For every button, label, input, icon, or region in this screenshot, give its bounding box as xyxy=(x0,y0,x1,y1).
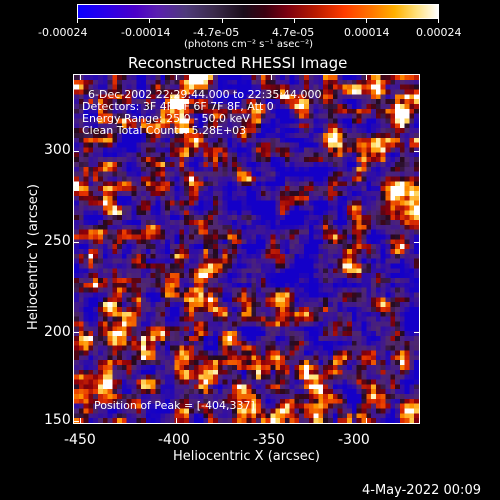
info-detectors: Detectors: 3F 4F 5F 6F 7F 8F, Att 0 xyxy=(82,100,274,113)
footer-date: 4-May-2022 00:09 xyxy=(362,483,481,498)
y-tick-label: 200 xyxy=(44,324,71,340)
colorbar-unit-label: (photons cm⁻² s⁻¹ asec⁻²) xyxy=(184,39,314,50)
y-tick-label: 150 xyxy=(44,412,71,428)
heatmap-image xyxy=(74,75,419,423)
plot-title: Reconstructed RHESSI Image xyxy=(128,54,348,72)
x-tick-label: -400 xyxy=(158,432,190,448)
colorbar xyxy=(77,4,439,19)
colorbar-tick-label: 0.00014 xyxy=(344,26,390,39)
x-tick-label: -450 xyxy=(64,432,96,448)
info-energy: Energy Range: 25.0 - 50.0 keV xyxy=(82,112,250,125)
colorbar-tick-label: -0.00014 xyxy=(121,26,171,39)
x-axis-label: Heliocentric X (arcsec) xyxy=(173,449,320,464)
x-tick-label: -350 xyxy=(253,432,285,448)
colorbar-tick-label: 4.7e-05 xyxy=(272,26,315,39)
colorbar-tick-label: -4.7e-05 xyxy=(193,26,240,39)
x-tick-label: -300 xyxy=(338,432,370,448)
colorbar-tick-label: -0.00024 xyxy=(38,26,88,39)
solar-image-plot: 6-Dec-2002 22:29:44.000 to 22:35:44.000 … xyxy=(73,74,420,424)
colorbar-tick-label: 0.00024 xyxy=(416,26,462,39)
info-time-range: 6-Dec-2002 22:29:44.000 to 22:35:44.000 xyxy=(88,88,322,101)
y-tick-label: 300 xyxy=(44,142,71,158)
info-method: Clean Total Counts: 5.28E+03 xyxy=(82,124,247,137)
y-tick-label: 250 xyxy=(44,233,71,249)
y-axis-label: Heliocentric Y (arcsec) xyxy=(26,184,41,330)
info-peak-position: Position of Peak = [-404,337] xyxy=(94,399,255,412)
